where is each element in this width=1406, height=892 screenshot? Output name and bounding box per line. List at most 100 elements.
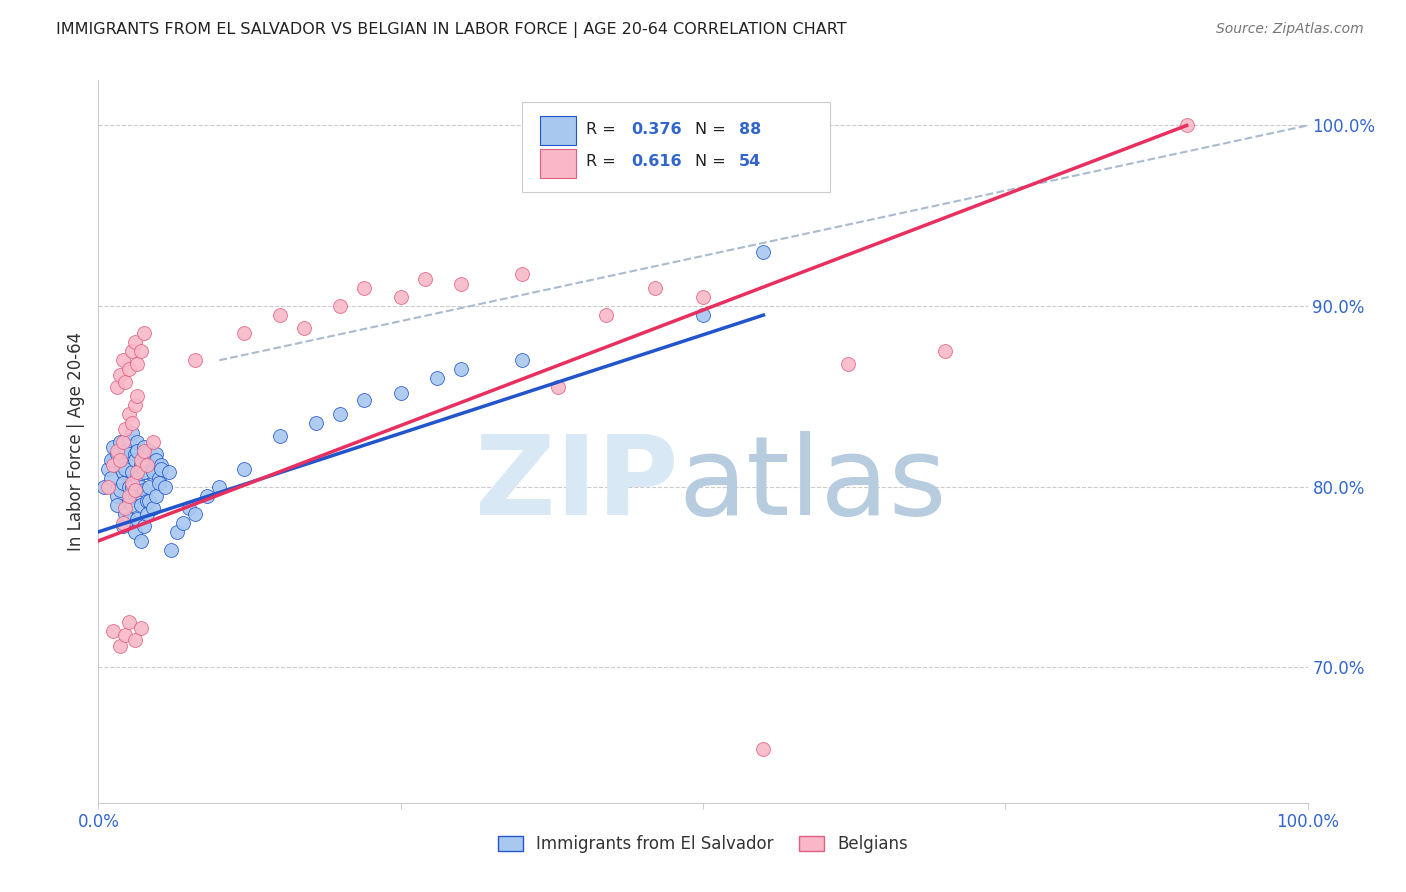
Point	[208, 480, 231, 494]
Point	[127, 434, 149, 449]
Point	[100, 470, 122, 484]
Point	[114, 447, 136, 461]
Text: R =: R =	[586, 154, 620, 169]
Point	[124, 524, 146, 539]
Point	[127, 389, 149, 403]
Point	[510, 267, 533, 281]
Text: R =: R =	[586, 122, 620, 136]
Y-axis label: In Labor Force | Age 20-64: In Labor Force | Age 20-64	[66, 332, 84, 551]
Point	[510, 353, 533, 368]
Point	[124, 633, 146, 648]
Point	[644, 281, 666, 295]
Point	[121, 417, 143, 431]
Point	[142, 465, 165, 479]
Text: 0.376: 0.376	[631, 122, 682, 136]
Point	[121, 465, 143, 479]
Point	[129, 621, 152, 635]
Point	[129, 498, 152, 512]
Point	[127, 470, 149, 484]
Point	[305, 417, 328, 431]
FancyBboxPatch shape	[522, 102, 830, 193]
Point	[450, 277, 472, 292]
Point	[232, 461, 254, 475]
Point	[692, 290, 714, 304]
Point	[837, 357, 859, 371]
Point	[118, 433, 141, 447]
Point	[269, 308, 291, 322]
Point	[121, 498, 143, 512]
Point	[138, 494, 160, 508]
Point	[93, 480, 115, 494]
Point	[269, 429, 291, 443]
Point	[413, 272, 436, 286]
Text: 54: 54	[740, 154, 762, 169]
Point	[105, 380, 128, 394]
Point	[134, 326, 156, 340]
Point	[127, 357, 149, 371]
Point	[595, 308, 617, 322]
Point	[692, 308, 714, 322]
Point	[138, 452, 160, 467]
Point	[118, 476, 141, 491]
Point	[121, 425, 143, 440]
Point	[129, 480, 152, 494]
Point	[135, 452, 157, 467]
Text: ZIP: ZIP	[475, 432, 679, 539]
Point	[108, 452, 131, 467]
Point	[114, 375, 136, 389]
Point	[97, 461, 120, 475]
Point	[129, 461, 152, 475]
Text: 0.616: 0.616	[631, 154, 682, 169]
Point	[134, 440, 156, 454]
Point	[389, 290, 412, 304]
Point	[329, 299, 352, 313]
Point	[160, 542, 183, 557]
Point	[547, 380, 569, 394]
Point	[111, 519, 134, 533]
Point	[138, 480, 160, 494]
Point	[142, 461, 165, 475]
Point	[100, 452, 122, 467]
Point	[148, 476, 170, 491]
Point	[127, 465, 149, 479]
Point	[108, 434, 131, 449]
Point	[127, 470, 149, 484]
Point	[121, 476, 143, 491]
Point	[108, 483, 131, 498]
Point	[97, 480, 120, 494]
Point	[129, 452, 152, 467]
Point	[134, 483, 156, 498]
Point	[232, 326, 254, 340]
Point	[118, 408, 141, 422]
Point	[118, 494, 141, 508]
Point	[124, 398, 146, 412]
Point	[114, 507, 136, 521]
Point	[135, 465, 157, 479]
Text: 88: 88	[740, 122, 762, 136]
Point	[105, 443, 128, 458]
Point	[111, 476, 134, 491]
Point	[142, 501, 165, 516]
Point	[184, 353, 207, 368]
Point	[153, 480, 176, 494]
Text: N =: N =	[695, 154, 730, 169]
Point	[124, 489, 146, 503]
Point	[101, 458, 124, 472]
Point	[114, 422, 136, 436]
Point	[172, 516, 194, 530]
Point	[389, 385, 412, 400]
Point	[105, 498, 128, 512]
Point	[142, 434, 165, 449]
Point	[129, 458, 152, 472]
Point	[145, 452, 167, 467]
Point	[148, 470, 170, 484]
Point	[111, 434, 134, 449]
Point	[195, 489, 218, 503]
Point	[121, 344, 143, 359]
Point	[135, 458, 157, 472]
Point	[134, 447, 156, 461]
Point	[101, 624, 124, 639]
Point	[752, 741, 775, 756]
Legend: Immigrants from El Salvador, Belgians: Immigrants from El Salvador, Belgians	[491, 828, 915, 860]
Point	[111, 458, 134, 472]
